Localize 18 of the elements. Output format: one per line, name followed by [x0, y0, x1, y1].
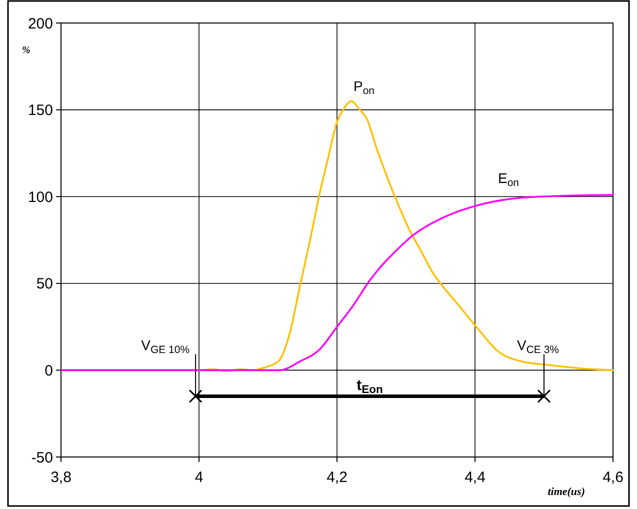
annotation: t$_{Eon}$	[356, 377, 384, 396]
y-tick-label: 200	[28, 15, 53, 32]
y-tick-label: 50	[36, 276, 53, 293]
series-label: P$_{on}$	[353, 78, 375, 97]
annotation: V$_{CE 3%}$	[516, 337, 560, 356]
x-tick-label: 4,4	[464, 469, 486, 486]
x-axis-title: time(us)	[548, 486, 585, 498]
y-tick-label: 0	[44, 362, 53, 380]
x-tick-label: 3,8	[50, 469, 72, 486]
y-tick-label: 150	[28, 102, 53, 120]
annotation: V$_{GE 10%}$	[141, 337, 190, 356]
series-label: E$_{on}$	[498, 170, 520, 189]
y-tick-label: -50	[31, 449, 53, 466]
x-tick-label: 4,2	[326, 469, 348, 486]
y-tick-label: 100	[28, 188, 53, 206]
x-tick-label: 4	[194, 469, 204, 486]
y-axis-title: %	[22, 45, 30, 56]
x-tick-label: 4,6	[602, 469, 624, 486]
